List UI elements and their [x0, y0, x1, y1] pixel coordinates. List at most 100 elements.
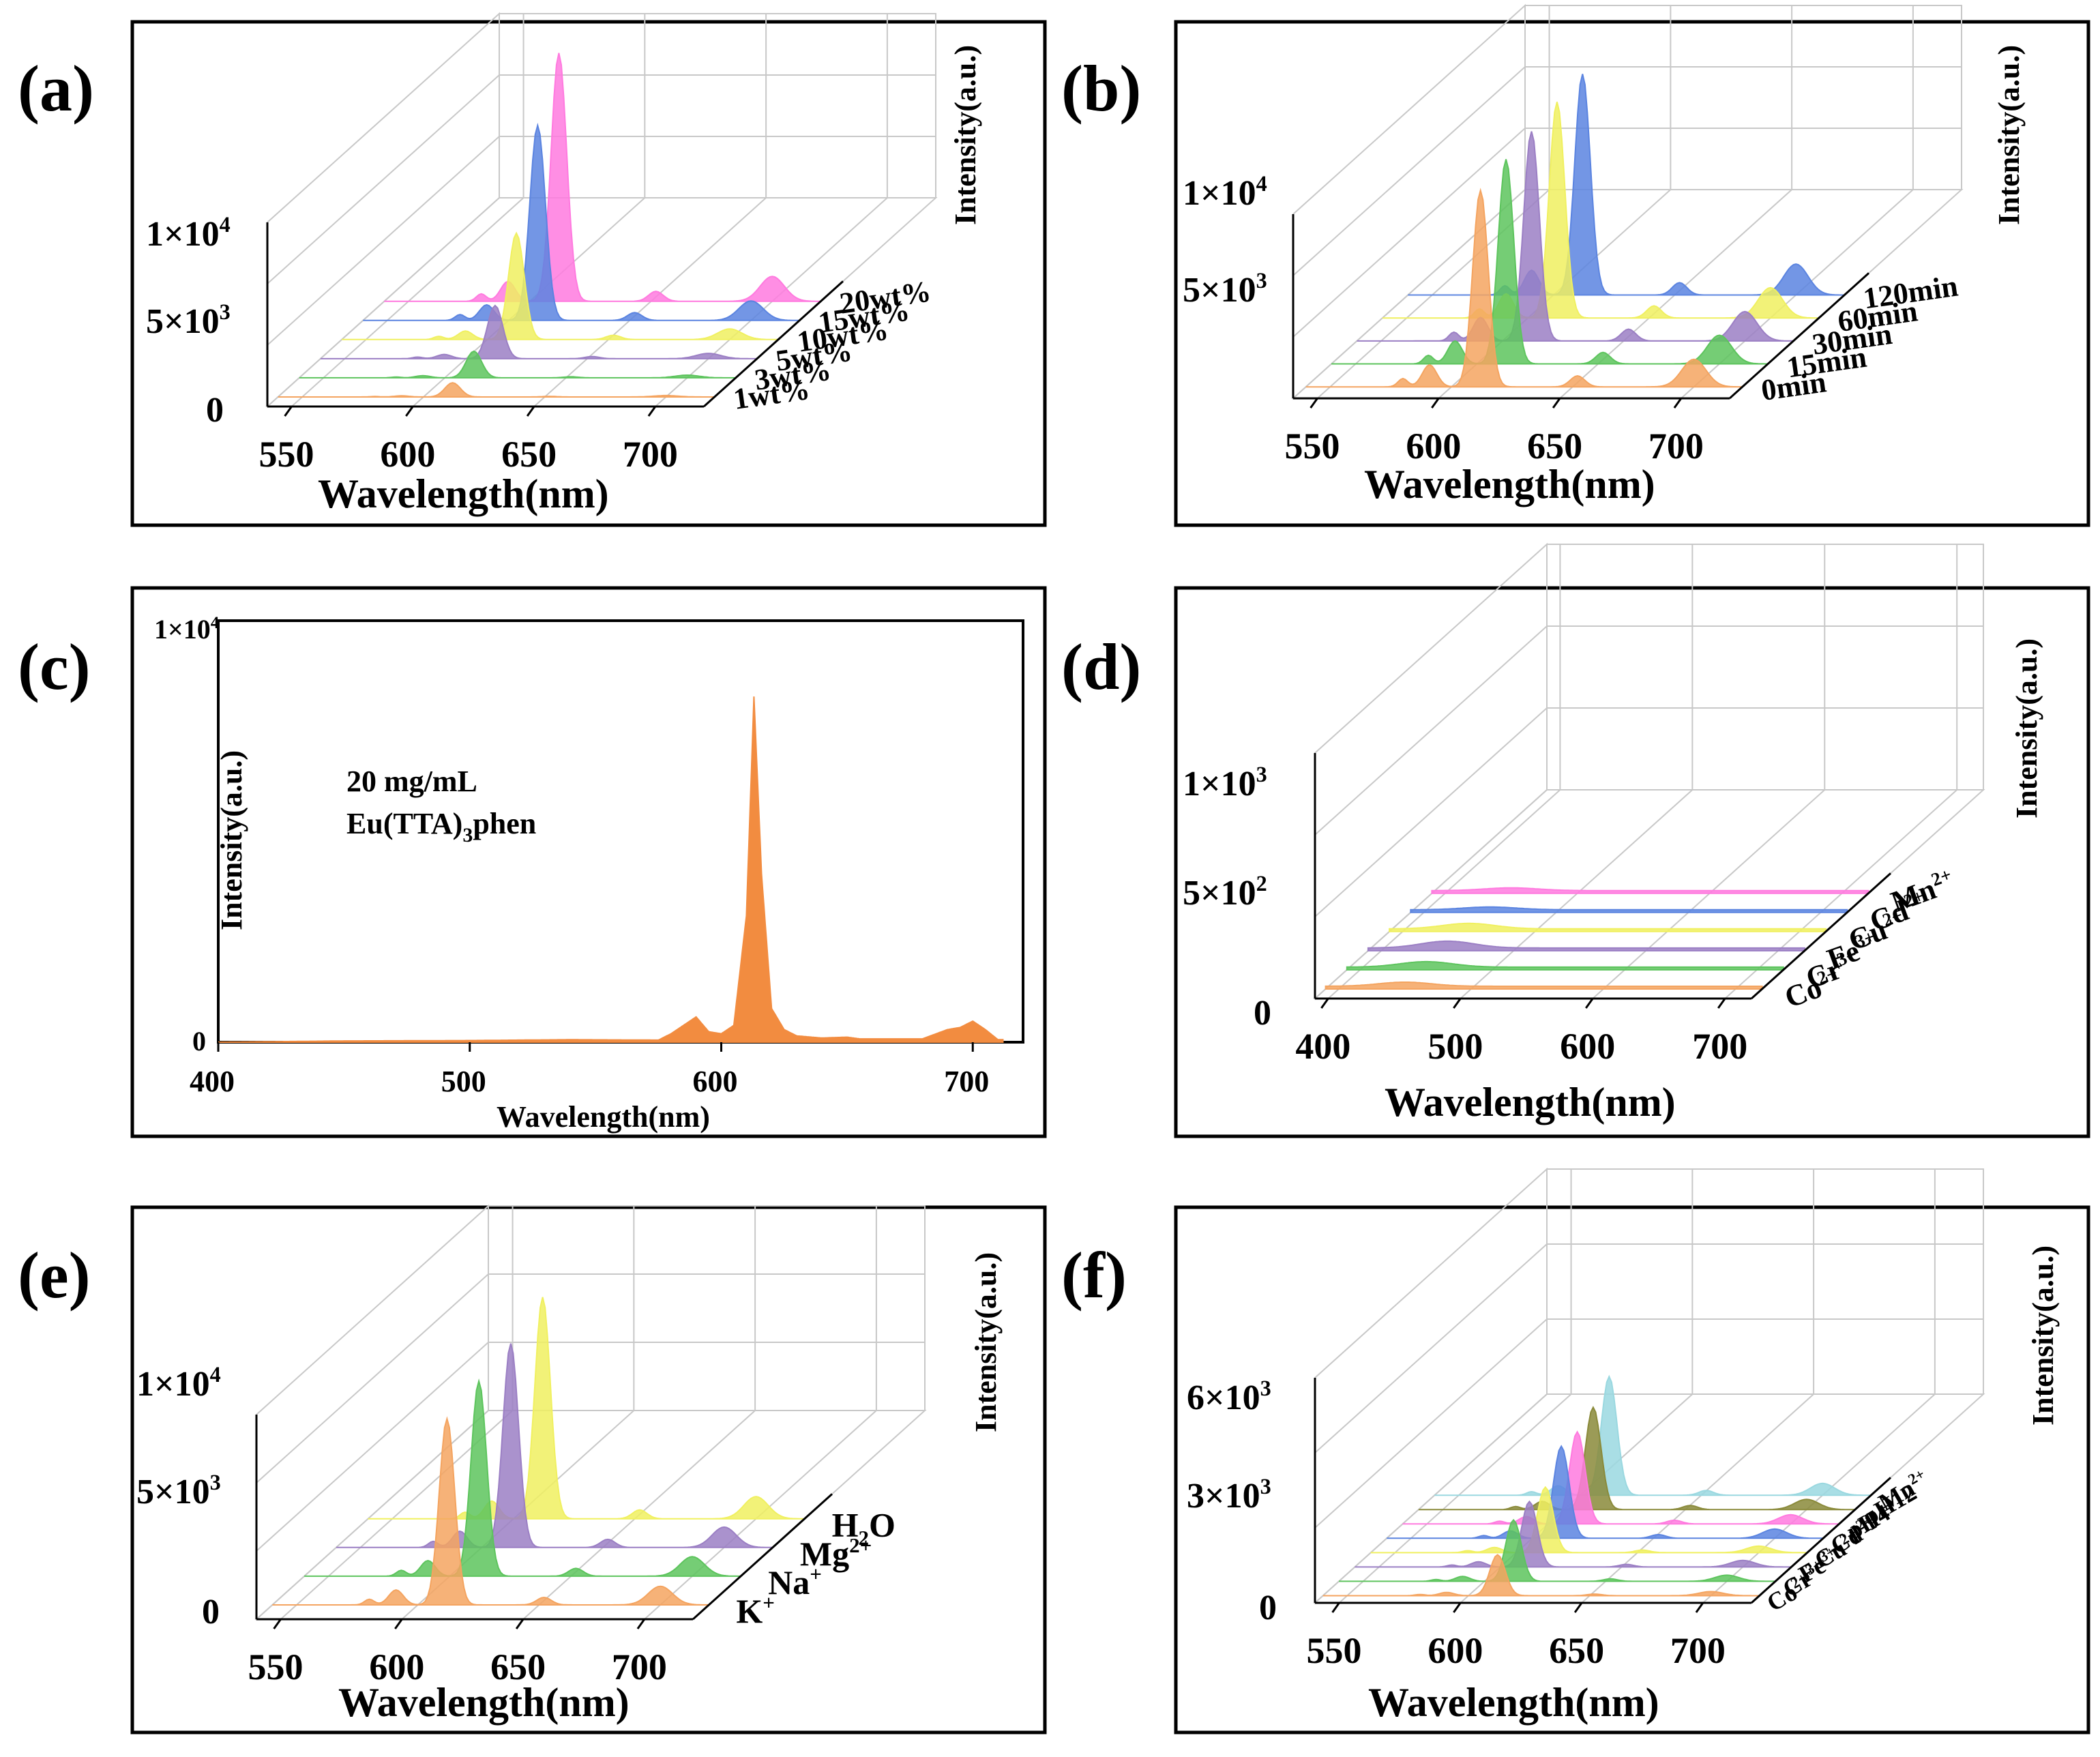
series-area-3: [1370, 1486, 1807, 1554]
x-axis-title: Wavelength(nm): [1385, 1080, 1676, 1125]
x-tick: [1453, 998, 1462, 1009]
series-area-2: [336, 1343, 773, 1548]
series-area-2: [320, 304, 757, 359]
x-tick: [1573, 1602, 1583, 1613]
grid-line: [1292, 66, 1962, 276]
x-tick: [1585, 998, 1594, 1009]
x-tick-label: 650: [1549, 1630, 1604, 1671]
series-area-2: [1367, 940, 1805, 951]
panel-label: (f): [1061, 1239, 1127, 1312]
z-tick-label: 0: [1254, 994, 1271, 1033]
x-tick-label: 600: [1428, 1630, 1483, 1671]
x-tick: [1331, 1602, 1340, 1613]
series-area-4: [363, 122, 800, 321]
x-axis-title: Wavelength(nm): [497, 1100, 710, 1134]
x-tick: [1310, 398, 1318, 409]
z-tick-label: 5×102: [1183, 871, 1267, 913]
z-axis-title: Intensity(a.u.): [2026, 1245, 2060, 1426]
z-tick-label: 1×104: [136, 1362, 221, 1404]
x-tick-label: 650: [1527, 426, 1582, 467]
y-axis-line: [703, 280, 844, 408]
x-axis-title: Wavelength(nm): [338, 1680, 630, 1725]
series-area-6: [1418, 1406, 1855, 1511]
panel-frame: [1174, 20, 2090, 527]
y-axis-line: [1750, 1477, 1892, 1604]
series-area-3: [1389, 922, 1827, 932]
grid-walls: [1313, 1167, 1985, 1605]
x-tick-label: 550: [248, 1647, 304, 1687]
series-area-4: [1387, 1445, 1824, 1539]
z-axis-title: Intensity(a.u.): [969, 1252, 1003, 1432]
x-tick: [1320, 998, 1329, 1009]
series-area-0: [1325, 981, 1763, 990]
x-tick: [647, 406, 657, 417]
x-tick: [1695, 1602, 1704, 1613]
x-tick-label: 600: [369, 1647, 424, 1687]
x-tick: [1673, 398, 1683, 409]
series-area-5: [1431, 887, 1869, 894]
series-label: Na+: [768, 1562, 822, 1601]
z-tick-label: 3×103: [1187, 1474, 1271, 1516]
series-area-0: [1305, 188, 1743, 388]
series-area-0: [1322, 1554, 1760, 1597]
x-tick-label: 600: [1560, 1026, 1615, 1067]
x-tick: [1552, 398, 1561, 409]
panel-frame: [130, 1205, 1047, 1734]
z-tick-label: 1×104: [146, 212, 231, 254]
x-tick-label: 500: [441, 1065, 486, 1098]
series-area-2: [1355, 1500, 1792, 1568]
plot-area: [217, 619, 1024, 1044]
z-tick-label: 1×104: [1183, 171, 1267, 213]
x-tick: [636, 1619, 646, 1629]
x-tick-label: 400: [190, 1065, 235, 1098]
x-tick: [394, 1619, 403, 1629]
x-tick-label: 500: [1428, 1026, 1483, 1067]
x-axis-title: Wavelength(nm): [1364, 462, 1655, 507]
series-area-3: [368, 1297, 805, 1520]
z-tick-label: 0: [202, 1593, 220, 1632]
panel-a: (a)20wt%15wt%10wt%5wt%3wt%1wt%550 600 650 7…: [18, 12, 1047, 527]
x-tick: [284, 406, 293, 417]
x-tick-label: 700: [612, 1647, 667, 1687]
grid-line: [522, 1206, 756, 1620]
spectrum-area: [218, 696, 1004, 1043]
x-axis-title: Wavelength(nm): [318, 471, 609, 516]
series-area-4: [1410, 906, 1848, 913]
back-wall: [1546, 544, 1984, 791]
x-tick-label: 550: [1285, 426, 1340, 467]
grid-line: [1314, 707, 1983, 917]
grid-line: [267, 136, 936, 346]
x-tick-label: 650: [490, 1647, 546, 1687]
panel-frame: [130, 20, 1047, 527]
panel-label: (b): [1061, 52, 1141, 125]
annotation-compound: Eu(TTA)3phen: [346, 807, 536, 846]
grid-line: [1314, 625, 1983, 836]
grid-line: [256, 1273, 925, 1483]
panel-label: (d): [1061, 630, 1141, 703]
panel-frame: [1174, 586, 2090, 1138]
z-axis-title: Intensity(a.u.): [1992, 45, 2026, 225]
grid-line: [1314, 1243, 1983, 1453]
z-tick-label: 6×103: [1187, 1376, 1271, 1417]
x-tick-label: 550: [259, 434, 314, 475]
floor: [265, 197, 938, 407]
x-tick: [405, 406, 414, 417]
y-tick-label: 1×104: [154, 614, 219, 645]
panel-frame: [130, 586, 1047, 1138]
series-area-0: [272, 1416, 709, 1606]
x-tick-label: 700: [623, 434, 678, 475]
series-label: 1wt%: [731, 372, 812, 416]
z-tick-label: 0: [206, 391, 224, 430]
x-tick-label: 550: [1307, 1630, 1362, 1671]
x-tick-label: 700: [1692, 1026, 1747, 1067]
x-tick: [1453, 1602, 1462, 1613]
x-tick-label: 700: [1648, 426, 1704, 467]
x-tick: [526, 406, 535, 417]
z-tick-label: 0: [1259, 1589, 1277, 1627]
z-tick-label: 5×103: [1183, 268, 1267, 310]
y-tick-label: 0: [192, 1026, 206, 1057]
